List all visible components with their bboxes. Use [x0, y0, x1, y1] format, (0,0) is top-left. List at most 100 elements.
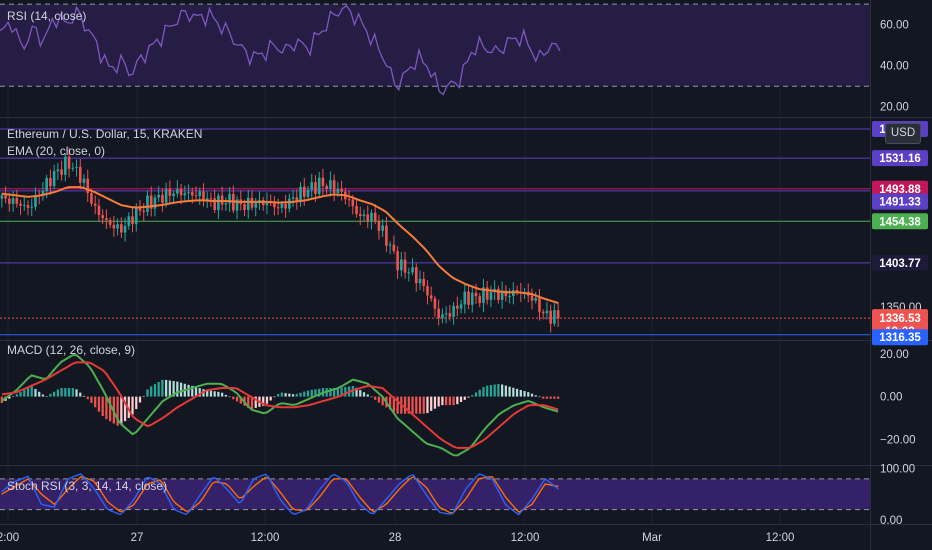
stoch-tick-label: 100.00: [880, 464, 915, 476]
candle-body: [407, 272, 411, 274]
macd-histogram-bar: [422, 396, 425, 414]
candle-body: [146, 195, 149, 212]
macd-histogram-bar: [478, 389, 481, 397]
rsi-tick-label: 60.00: [880, 20, 909, 32]
macd-histogram-bar: [377, 396, 381, 403]
macd-histogram-bar: [474, 392, 478, 397]
macd-histogram-bar: [512, 387, 515, 397]
time-axis-label: 28: [389, 532, 402, 544]
macd-histogram-bar: [120, 396, 123, 425]
macd-histogram-bar: [45, 396, 48, 397]
macd-histogram-bar: [489, 385, 493, 397]
time-axis-label: 2:00: [0, 532, 19, 544]
macd-histogram-bar: [295, 393, 298, 397]
price-tag-1316: 1316.35: [879, 332, 921, 344]
candle-body: [329, 180, 332, 190]
macd-histogram-bar: [34, 389, 37, 397]
candle-body: [325, 186, 328, 190]
candle-body: [142, 210, 146, 212]
candle-body: [19, 203, 22, 206]
price-tag-1531-bg: [872, 150, 928, 167]
candle-body: [228, 193, 231, 204]
candle-body: [456, 305, 459, 309]
candle-body: [71, 167, 75, 169]
candle-body: [22, 204, 26, 206]
macd-tick-label: −20.00: [880, 434, 916, 446]
candle-body: [105, 218, 108, 221]
candle-body: [362, 214, 366, 217]
candle-body: [78, 166, 82, 183]
candle-body: [299, 186, 302, 203]
candle-body: [56, 169, 60, 172]
candle-body: [276, 207, 280, 209]
macd-histogram-bar: [284, 393, 287, 397]
macd-histogram-bar: [254, 396, 257, 408]
macd-histogram-bar: [459, 396, 463, 402]
macd-histogram-bar: [79, 392, 82, 397]
candle-body: [538, 297, 541, 312]
time-axis-label: 12:00: [766, 532, 795, 544]
candle-body: [288, 198, 291, 209]
price-tag-1454-bg: [872, 213, 928, 230]
macd-histogram-bar: [15, 394, 18, 397]
candle-body: [474, 292, 478, 297]
macd-histogram-bar: [370, 396, 373, 398]
candle-body: [26, 204, 30, 208]
candle-body: [254, 203, 258, 208]
candle-body: [556, 310, 560, 319]
candle-body: [246, 197, 250, 210]
candle-body: [433, 298, 437, 309]
macd-histogram-bar: [232, 396, 235, 400]
candle-body: [497, 288, 500, 300]
macd-histogram-bar: [146, 389, 149, 397]
candle-body: [504, 290, 508, 297]
macd-histogram-bar: [206, 390, 209, 397]
macd-histogram-bar: [191, 385, 194, 397]
macd-histogram-bar: [359, 390, 362, 397]
macd-histogram-bar: [127, 396, 130, 418]
candle-body: [176, 189, 179, 194]
macd-histogram-bar: [497, 383, 500, 397]
macd-histogram-bar: [262, 396, 265, 406]
candle-body: [422, 278, 426, 287]
macd-histogram-bar: [213, 391, 216, 397]
candle-body: [198, 191, 202, 197]
macd-histogram-bar: [82, 395, 86, 397]
price-tag-1454: 1454.38: [879, 216, 921, 228]
candle-body: [64, 156, 67, 175]
macd-histogram-bar: [336, 388, 339, 397]
candle-body: [396, 251, 399, 271]
candle-body: [112, 224, 116, 229]
macd-histogram-bar: [194, 387, 198, 397]
candle-body: [123, 225, 127, 233]
macd-histogram-bar: [545, 396, 549, 399]
macd-histogram-bar: [310, 389, 313, 397]
macd-histogram-bar: [30, 386, 33, 397]
macd-histogram-bar: [49, 393, 52, 397]
macd-histogram-bar: [318, 388, 321, 397]
price-tag-1493: 1493.88: [879, 184, 921, 196]
candle-body: [280, 203, 284, 208]
macd-histogram-bar: [299, 392, 302, 397]
macd-histogram-bar: [411, 396, 414, 414]
candle-body: [534, 297, 538, 301]
candle-body: [400, 259, 403, 271]
candle-body: [120, 224, 123, 233]
macd-histogram-bar: [23, 389, 26, 397]
macd-histogram-bar: [71, 388, 74, 397]
currency-button[interactable]: USD: [885, 123, 921, 144]
macd-histogram-bar: [448, 396, 451, 406]
macd-histogram-bar: [157, 381, 160, 397]
macd-histogram-bar: [150, 386, 153, 397]
candle-body: [183, 193, 187, 196]
stoch-k-line: [1, 473, 559, 516]
candle-body: [358, 214, 362, 217]
price-tag-1403: 1403.77: [879, 258, 921, 270]
time-axis-label: 27: [131, 532, 144, 544]
ema-line: [1, 186, 559, 304]
macd-histogram-bar: [221, 392, 224, 397]
rsi-tick-label: 20.00: [880, 102, 909, 114]
macd-histogram-bar: [534, 395, 537, 397]
macd-histogram-bar: [105, 396, 108, 420]
